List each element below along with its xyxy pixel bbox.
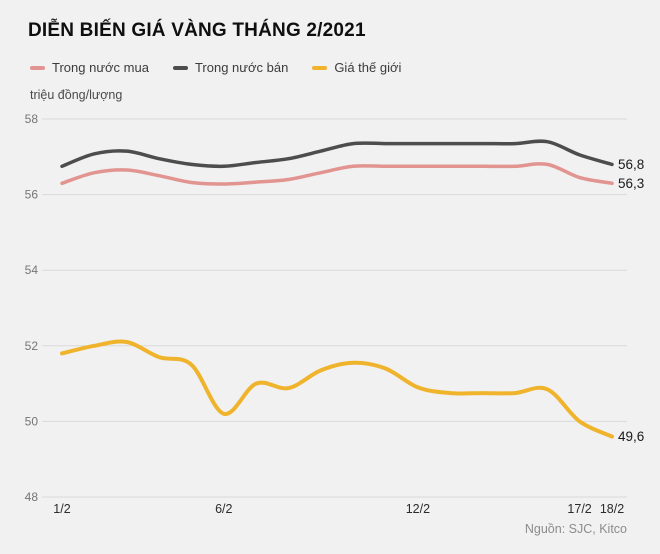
legend-item-trong-nuoc-ban: Trong nước bán xyxy=(172,60,289,75)
legend-item-trong-nuoc-mua: Trong nước mua xyxy=(30,60,149,75)
series-line-trong-nuoc-mua xyxy=(60,162,614,186)
x-tick-label-18-2: 18/2 xyxy=(600,502,624,516)
page-title: DIỄN BIẾN GIÁ VÀNG THÁNG 2/2021 xyxy=(28,20,366,41)
y-tick-label-58: 58 xyxy=(25,112,39,126)
x-tick-label-17-2: 17/2 xyxy=(567,502,591,516)
x-tick-label-6-2: 6/2 xyxy=(215,502,232,516)
end-value-label-trong-nuoc-ban: 56,8 xyxy=(618,157,644,172)
source-credit: Nguồn: SJC, Kitco xyxy=(524,522,627,536)
y-tick-label-54: 54 xyxy=(25,263,39,277)
y-tick-label-48: 48 xyxy=(25,490,39,504)
legend-item-gia-the-gioi: Giá thế giới xyxy=(312,60,401,75)
legend-label: Giá thế giới xyxy=(334,60,402,75)
series-line-gia-the-gioi xyxy=(60,339,614,439)
legend-label: Trong nước bán xyxy=(194,60,289,75)
y-tick-label-50: 50 xyxy=(25,414,39,428)
x-tick-label-1-2: 1/2 xyxy=(53,502,70,516)
legend-swatch-mua-icon xyxy=(30,65,45,70)
y-tick-label-52: 52 xyxy=(25,339,39,353)
end-value-label-gia-the-gioi: 49,6 xyxy=(618,429,644,444)
legend-swatch-world-icon xyxy=(312,65,328,70)
legend-label: Trong nước mua xyxy=(52,60,149,75)
series-line-trong-nuoc-ban xyxy=(60,139,614,169)
legend-swatch-ban-icon xyxy=(172,65,188,70)
x-tick-label-12-2: 12/2 xyxy=(406,502,430,516)
legend: Trong nước mua Trong nước bán Giá thế gi… xyxy=(30,60,401,75)
end-value-label-trong-nuoc-mua: 56,3 xyxy=(618,176,644,191)
y-tick-label-56: 56 xyxy=(25,188,39,202)
y-axis-unit-label: triệu đồng/lượng xyxy=(30,88,123,102)
